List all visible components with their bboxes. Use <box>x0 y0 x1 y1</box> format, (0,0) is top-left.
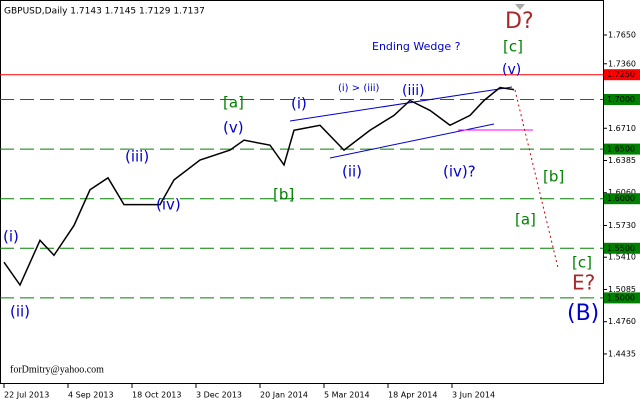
annotation: (v) <box>502 62 521 78</box>
x-tick-label: 20 Jan 2014 <box>260 391 308 400</box>
x-tick-label: 5 Mar 2014 <box>324 391 370 400</box>
x-tick-label: 22 Jul 2013 <box>4 391 49 400</box>
annotation: [b] <box>543 168 564 186</box>
plot-layer <box>3 86 515 287</box>
y-tick-label: 1.4435 <box>608 349 636 358</box>
level-box <box>604 69 640 81</box>
annotation: Ending Wedge ? <box>372 40 461 53</box>
wedge-upper <box>289 86 513 122</box>
y-tick-label: 1.7650 <box>608 31 636 40</box>
x-tick-label: 4 Sep 2013 <box>68 391 114 400</box>
level-box <box>604 242 640 254</box>
annotation: E? <box>572 271 595 295</box>
y-tick-label: 1.7360 <box>608 59 636 68</box>
y-tick-label: 1.6385 <box>608 156 636 165</box>
level-label: 1.5000 <box>607 293 635 302</box>
y-tick-label: 1.6060 <box>608 188 636 197</box>
chart-title: GBPUSD,Daily 1.7143 1.7145 1.7129 1.7137 <box>4 7 205 17</box>
level-label: 1.7250 <box>607 70 635 79</box>
annotation: [c] <box>572 254 592 272</box>
annotation: (ii) <box>10 303 30 321</box>
y-tick-label: 1.6710 <box>608 124 636 133</box>
y-tick-label: 1.5730 <box>608 221 636 230</box>
y-tick-label: 1.4760 <box>608 317 636 326</box>
annotation: [a] <box>515 211 536 229</box>
level-label: 1.7000 <box>607 95 635 104</box>
level-label: 1.6500 <box>607 145 635 154</box>
footer: forDmitry@yahoo.com <box>10 364 104 375</box>
annotation: [b] <box>273 186 294 204</box>
annotation: (i) <box>3 228 19 246</box>
x-tick-label: 18 Oct 2013 <box>132 391 181 400</box>
level-box <box>604 93 640 105</box>
annotation: (B) <box>567 301 599 326</box>
annotations: D? [c] Ending Wedge ? (v) (i) > (iii) (i… <box>3 9 599 326</box>
y-tick-label: 1.5085 <box>608 285 636 294</box>
x-tick-label: 18 Apr 2014 <box>388 391 437 400</box>
annotation: (i) <box>291 95 307 113</box>
annotation: (iii) <box>125 148 149 166</box>
annotation: (i) > (iii) <box>338 83 380 94</box>
x-tick-label: 3 Jun 2014 <box>452 391 495 400</box>
x-tick-label: 3 Dec 2013 <box>196 391 242 400</box>
annotation: D? <box>505 9 534 34</box>
grid-layer <box>0 74 603 299</box>
annotation: (ii) <box>342 163 362 181</box>
price-line <box>3 86 515 287</box>
level-box <box>604 193 640 205</box>
plot-frame <box>0 0 604 384</box>
y-tick-label: 1.5410 <box>608 253 636 262</box>
annotation: [c] <box>503 38 523 56</box>
level-box <box>604 143 640 155</box>
annotation: (iv) <box>156 196 181 214</box>
marker <box>515 4 525 10</box>
level-box <box>604 292 640 304</box>
level-label: 1.6000 <box>607 194 635 203</box>
annotation: (iii) <box>402 83 425 99</box>
annotation: (iv)? <box>443 163 476 181</box>
annotation: [a] <box>223 94 244 112</box>
level-label: 1.5500 <box>607 244 635 253</box>
forecast-line <box>514 89 559 269</box>
annotation: (v) <box>223 119 244 137</box>
